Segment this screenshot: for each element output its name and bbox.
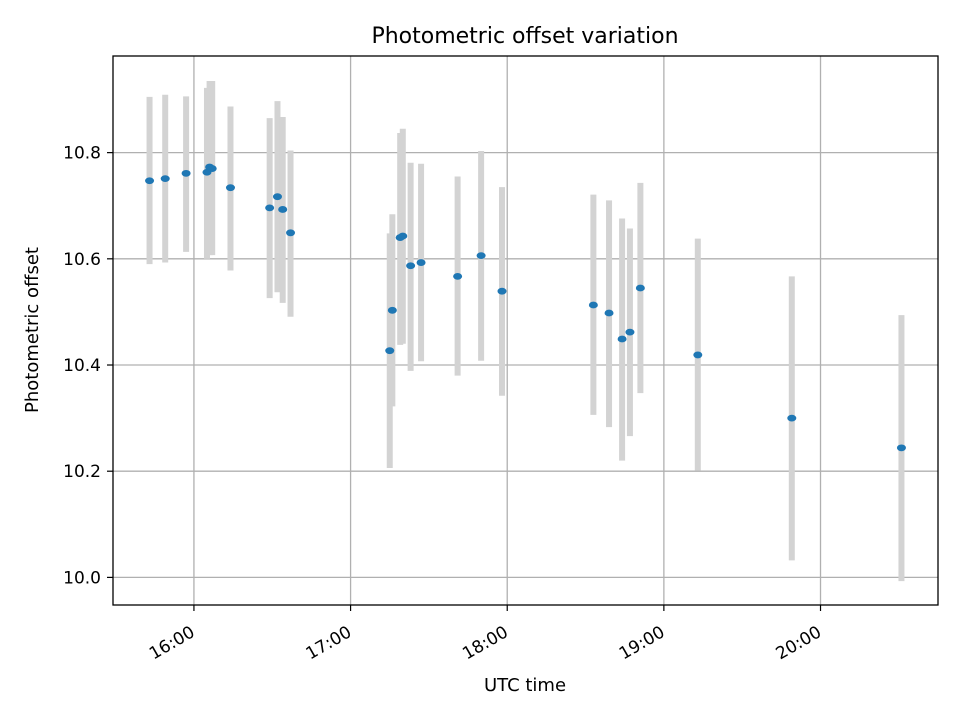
data-points bbox=[145, 163, 906, 452]
x-tick-label: 19:00 bbox=[616, 622, 668, 664]
y-tick-label: 10.8 bbox=[63, 144, 101, 164]
chart-title: Photometric offset variation bbox=[371, 24, 678, 49]
data-point bbox=[453, 272, 463, 280]
data-point bbox=[145, 177, 155, 185]
y-axis-label: Photometric offset bbox=[22, 247, 43, 413]
data-point bbox=[787, 414, 797, 422]
y-tick-label: 10.2 bbox=[63, 462, 101, 482]
x-tick-label: 17:00 bbox=[303, 622, 355, 664]
data-point bbox=[225, 184, 235, 192]
grid bbox=[113, 56, 938, 605]
data-point bbox=[286, 229, 296, 237]
error-bars bbox=[146, 80, 905, 582]
data-point bbox=[278, 206, 288, 213]
y-tick-label: 10.4 bbox=[63, 356, 101, 376]
data-point bbox=[160, 175, 170, 183]
data-point bbox=[635, 284, 645, 292]
data-point bbox=[416, 259, 426, 266]
data-point bbox=[385, 347, 395, 355]
x-tick-label: 20:00 bbox=[773, 622, 825, 664]
y-axis: 10.0 10.2 10.4 10.6 10.8 bbox=[63, 144, 113, 588]
x-tick-label: 18:00 bbox=[459, 622, 511, 664]
data-point bbox=[617, 335, 627, 343]
data-point bbox=[588, 301, 598, 309]
data-point bbox=[272, 193, 282, 201]
data-point bbox=[693, 351, 703, 359]
data-point bbox=[896, 444, 906, 452]
data-point bbox=[406, 262, 416, 270]
x-tick-label: 16:00 bbox=[146, 622, 198, 664]
data-point bbox=[476, 252, 486, 260]
data-point bbox=[181, 169, 191, 177]
plot-frame bbox=[112, 55, 939, 606]
y-tick-label: 10.6 bbox=[63, 250, 101, 270]
y-tick-label: 10.0 bbox=[63, 568, 101, 588]
data-point bbox=[387, 306, 397, 314]
data-point bbox=[604, 309, 614, 317]
data-point bbox=[207, 165, 217, 172]
data-point bbox=[625, 328, 635, 336]
data-point bbox=[398, 232, 408, 240]
data-point bbox=[265, 204, 275, 212]
x-axis: 16:00 17:00 18:00 19:00 20:00 bbox=[146, 605, 825, 664]
x-axis-label: UTC time bbox=[484, 675, 566, 696]
data-point bbox=[497, 287, 507, 295]
